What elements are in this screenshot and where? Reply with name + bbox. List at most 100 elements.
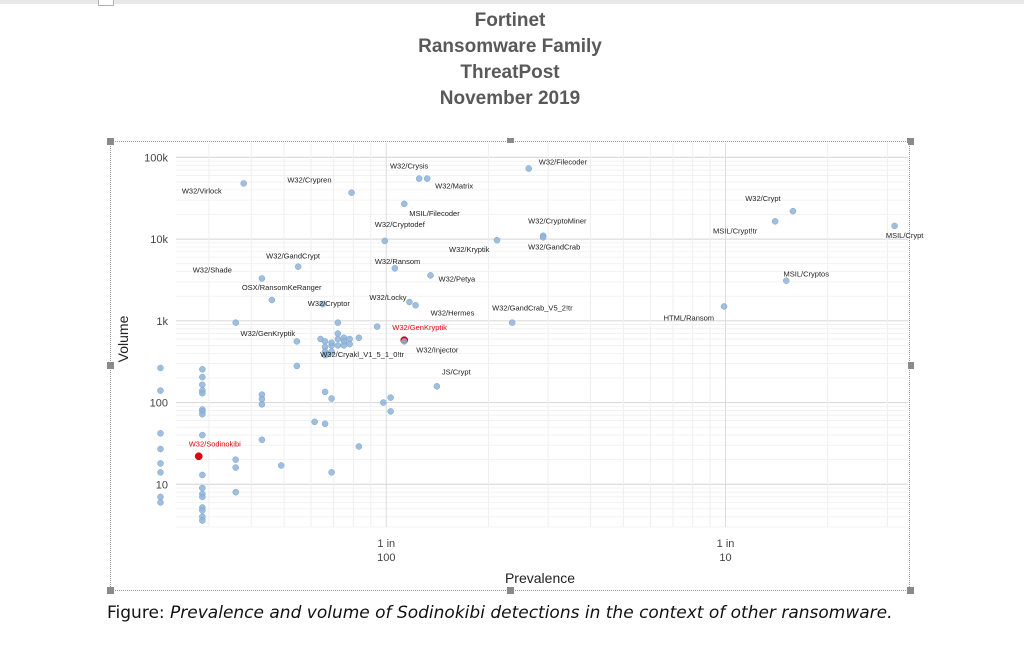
y-tick-label: 100k	[144, 152, 168, 164]
point-labels: W32/Filecoder W32/Crysis W32/Crypren W32/Vi…	[182, 158, 924, 449]
resize-handle-top[interactable]	[507, 138, 514, 145]
labeled-data-point	[324, 350, 331, 358]
point-label: W32/Matrix	[435, 182, 473, 191]
data-point	[346, 340, 353, 348]
data-point	[321, 420, 329, 428]
point-label: W32/Locky	[369, 293, 406, 302]
chart-title-line-1: Fortinet	[474, 10, 546, 31]
labeled-data-point	[771, 218, 779, 225]
point-label: W32/Injector	[416, 345, 459, 354]
labeled-data-point	[268, 296, 276, 304]
point-label: HTML/Ransom	[664, 313, 714, 322]
data-point	[199, 366, 206, 373]
point-label: MSIL/Cryptos	[784, 270, 830, 279]
data-point	[232, 464, 239, 471]
labeled-data-point	[427, 272, 434, 279]
point-label: W32/Virlock	[182, 186, 222, 195]
point-label: W32/GandCrab	[528, 242, 580, 251]
data-point	[258, 401, 266, 408]
data-point	[157, 364, 164, 372]
labeled-data-point	[401, 338, 408, 345]
point-label: W32/Cryptodef	[375, 220, 426, 229]
point-label: JS/Crypt	[442, 367, 472, 376]
resize-handle-top-left[interactable]	[107, 138, 114, 145]
point-label: W32/GandCrab_V5_2!tr	[492, 304, 573, 313]
data-point	[321, 388, 329, 396]
data-point	[293, 338, 301, 345]
y-tick-label: 100	[150, 398, 168, 410]
point-label: W32/GenKryptik	[241, 329, 296, 338]
point-label: W32/CryptoMiner	[528, 217, 587, 226]
data-point	[334, 342, 342, 349]
labeled-data-point	[317, 335, 324, 343]
data-point	[387, 408, 394, 415]
point-label: W32/Hermes	[431, 308, 475, 317]
data-point	[157, 445, 164, 453]
data-point	[355, 334, 363, 342]
chart-title-line-3: ThreatPost	[460, 62, 560, 83]
x-tick-label: 1 in	[377, 538, 395, 550]
data-point	[311, 418, 318, 426]
labeled-data-point	[891, 222, 898, 230]
data-point	[199, 373, 206, 381]
data-point	[199, 484, 206, 492]
ruler-marker	[98, 0, 114, 6]
grid-lines	[176, 143, 908, 528]
resize-handle-bottom-left[interactable]	[107, 587, 114, 594]
resize-handle-bottom[interactable]	[507, 587, 514, 594]
data-point	[157, 469, 164, 476]
x-tick-label: 10	[719, 552, 731, 564]
chart-title-line-2: Ransomware Family	[418, 36, 602, 57]
data-point	[199, 410, 206, 418]
axis-ticks: 10 100 1k 10k 100k 1 in 100 1 in 10	[144, 152, 734, 564]
data-points	[157, 165, 898, 524]
resize-handle-top-right[interactable]	[907, 138, 914, 145]
data-point	[199, 381, 206, 389]
point-label: OSX/RansomKeRanger	[242, 283, 322, 292]
point-label: W32/Shade	[193, 265, 232, 274]
resize-handle-bottom-right[interactable]	[907, 587, 914, 594]
data-point	[199, 471, 206, 479]
resize-handle-left[interactable]	[107, 362, 114, 369]
x-tick-label: 1 in	[717, 538, 735, 550]
point-label: W32/Crysis	[390, 162, 429, 171]
point-label: W32/Crypt	[745, 194, 781, 203]
point-label: W32/Sodinokibi	[189, 439, 241, 448]
data-point	[232, 456, 239, 463]
data-point	[340, 342, 348, 349]
y-tick-label: 1k	[156, 316, 168, 328]
data-point	[277, 462, 285, 469]
data-point	[328, 395, 335, 402]
data-point	[157, 460, 164, 467]
labeled-data-point	[240, 180, 247, 187]
labeled-data-point	[415, 175, 423, 182]
data-point	[387, 394, 394, 401]
labeled-data-point	[539, 234, 547, 241]
data-point	[232, 488, 239, 496]
labeled-data-point	[433, 383, 441, 390]
labeled-data-point	[525, 165, 532, 172]
data-point	[199, 493, 206, 501]
labeled-data-point	[412, 302, 419, 309]
data-point	[199, 431, 206, 439]
plot-panel	[176, 143, 908, 527]
resize-handle-right[interactable]	[907, 362, 914, 369]
point-label: W32/Ransom	[375, 257, 420, 266]
data-point	[157, 430, 164, 437]
data-point	[157, 387, 164, 394]
figure-caption: Figure: Prevalence and volume of Sodinok…	[107, 599, 967, 627]
labeled-data-point	[720, 303, 728, 310]
point-label: W32/Kryptik	[449, 245, 490, 254]
point-label: W32/Filecoder	[539, 158, 588, 167]
y-axis-label: Volume	[115, 315, 131, 362]
point-label: MSIL/Crypt	[886, 231, 924, 240]
labeled-data-point	[508, 319, 516, 326]
data-point	[157, 499, 164, 506]
labeled-data-point	[258, 275, 266, 282]
x-tick-label: 100	[377, 552, 395, 564]
data-point	[334, 319, 342, 326]
point-label: W32/Crypren	[287, 176, 331, 185]
data-point	[258, 436, 266, 444]
chart-title-line-4: November 2019	[439, 88, 581, 109]
